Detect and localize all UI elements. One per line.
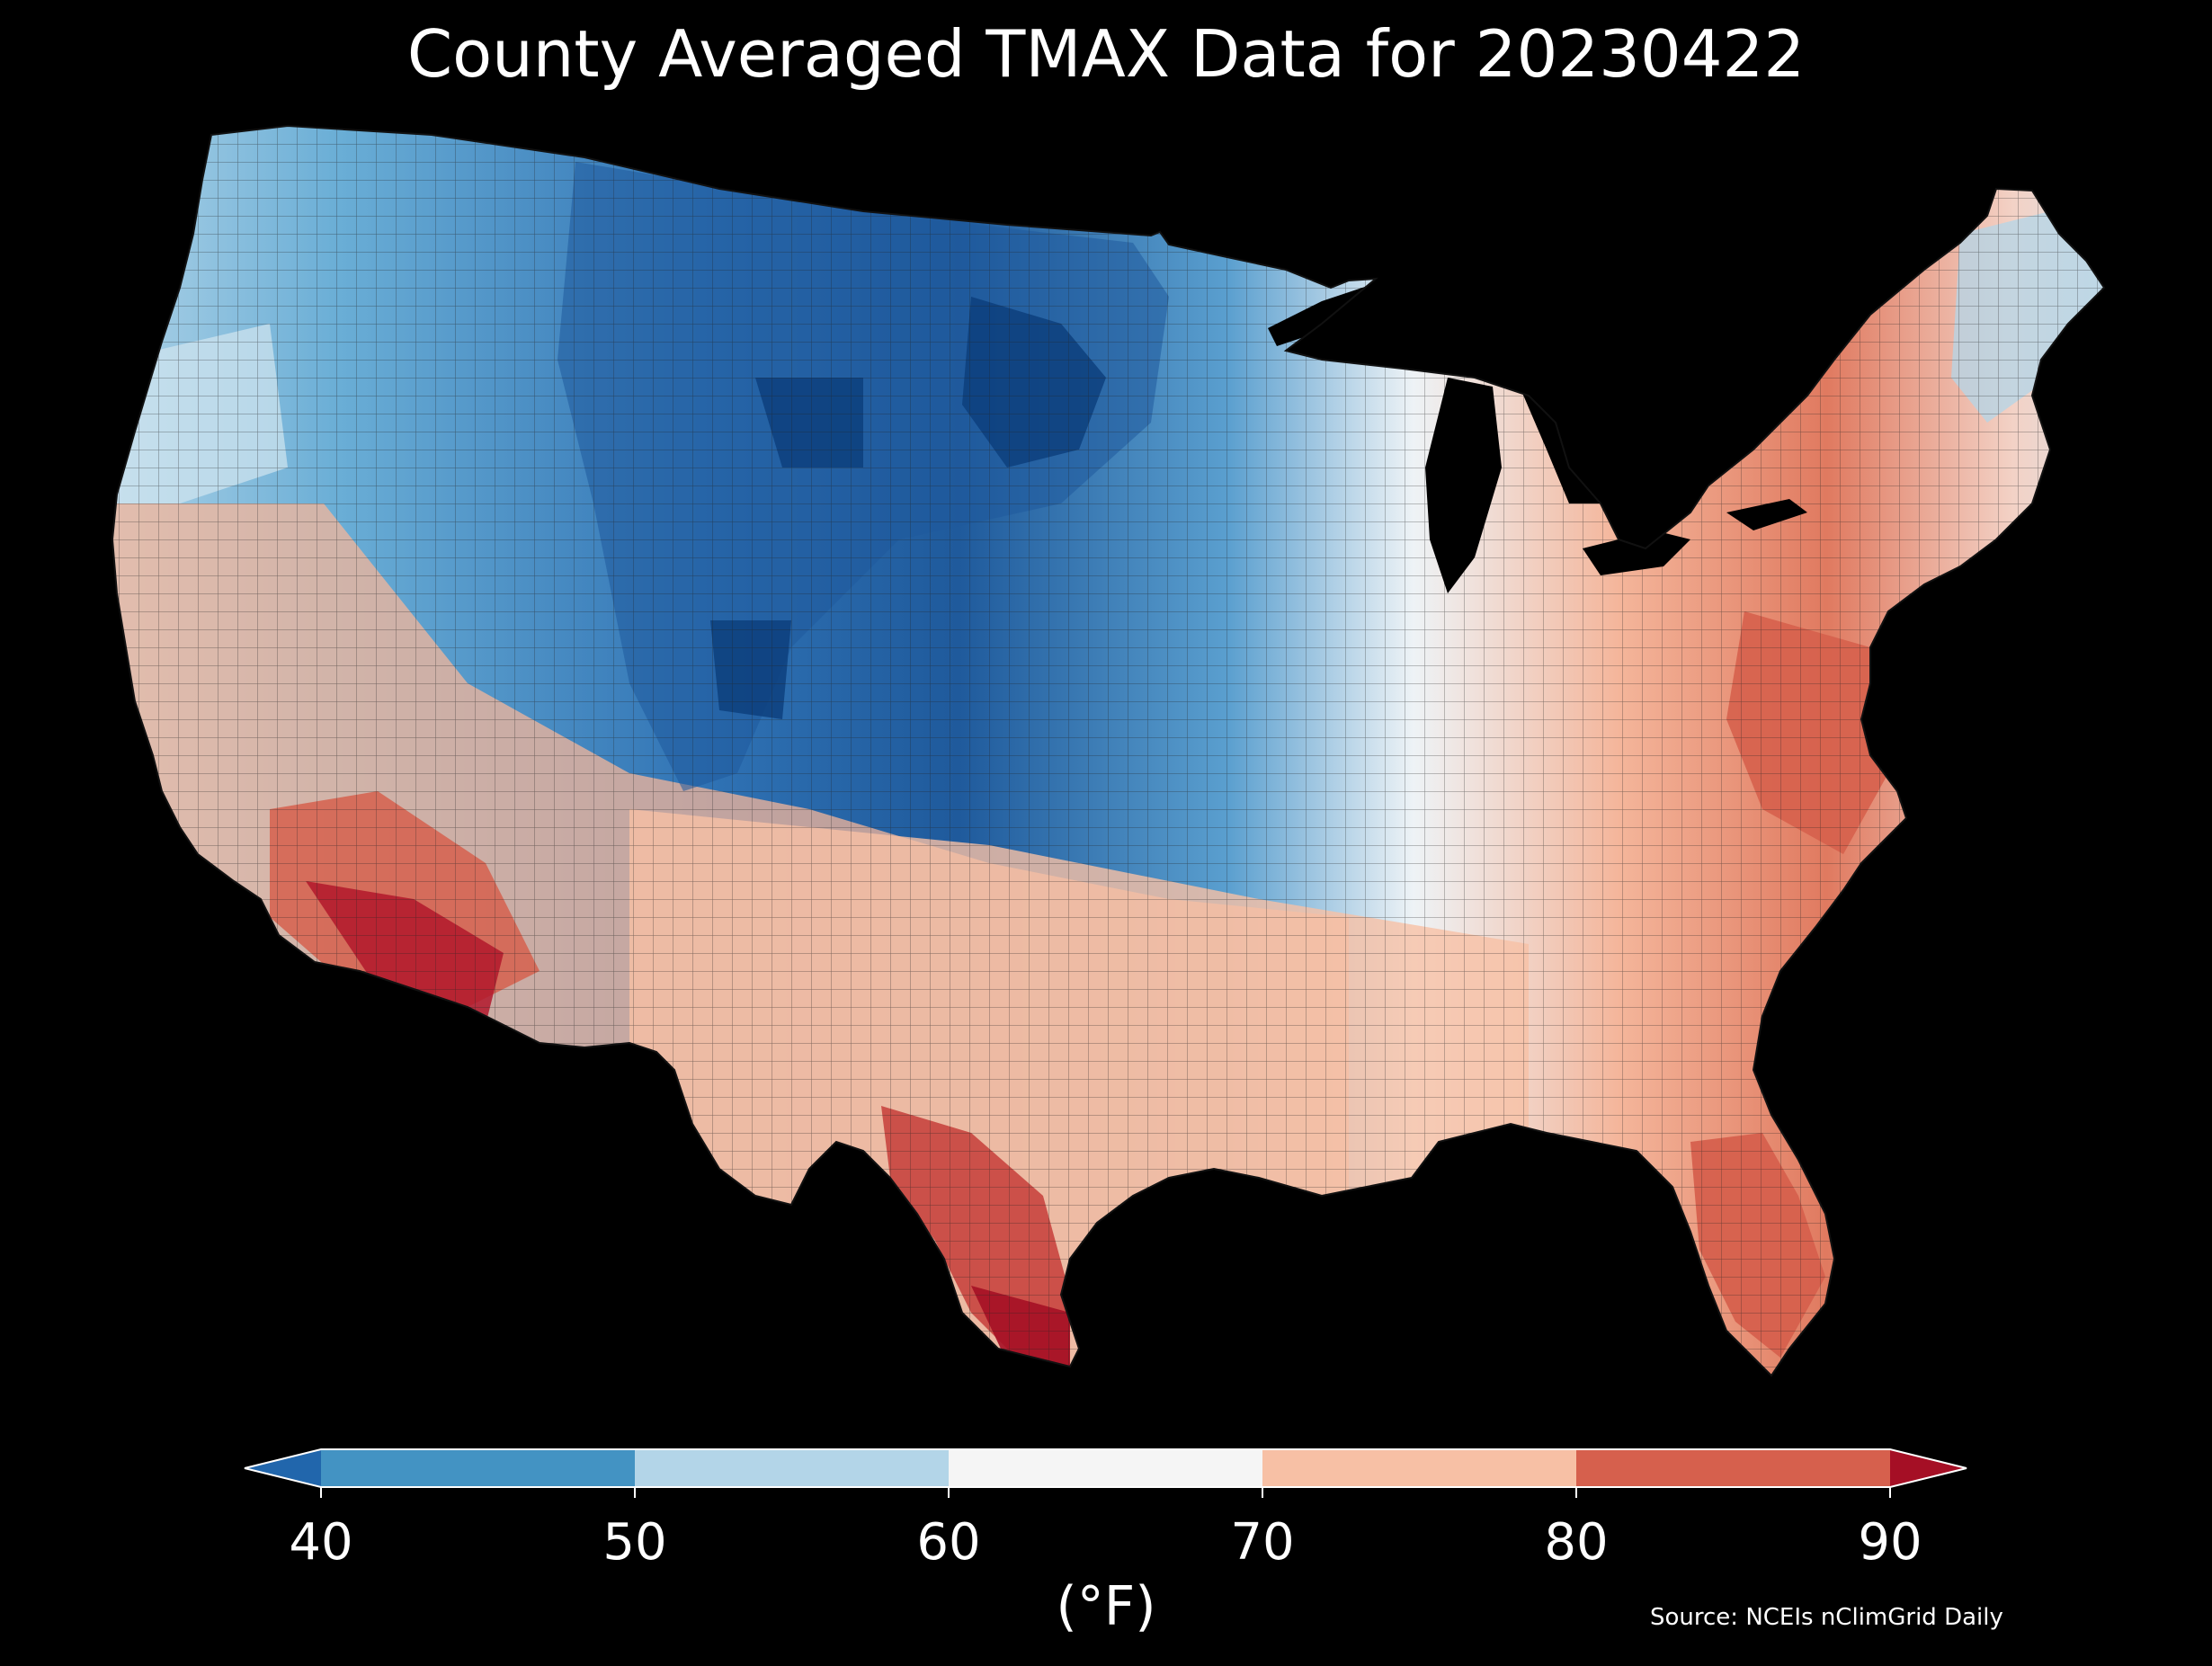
colorbar-bin [949, 1449, 1263, 1487]
temperature-field [112, 126, 2104, 1376]
colorbar-extend-low [245, 1449, 321, 1487]
colorbar-bin [635, 1449, 950, 1487]
colorbar-bin [321, 1449, 636, 1487]
great-lakes [1268, 283, 1807, 593]
colorbar-tick-label: 60 [916, 1513, 980, 1572]
colorbar-tick-label: 70 [1230, 1513, 1294, 1572]
colorbar-extend-high [1890, 1449, 1967, 1487]
colorbar-bin [1262, 1449, 1577, 1487]
colorbar-tick-label: 80 [1544, 1513, 1608, 1572]
source-note: Source: NCEIs nClimGrid Daily [1650, 1604, 2003, 1631]
map-title: County Averaged TMAX Data for 20230422 [406, 16, 1806, 92]
colorbar-tick-label: 90 [1858, 1513, 1922, 1572]
colorbar-unit-label: (°F) [1056, 1575, 1156, 1638]
colorbar: 40 50 60 70 80 90 [244, 1448, 1967, 1572]
us-outline [111, 124, 2106, 1377]
colorbar-bin [1576, 1449, 1891, 1487]
colorbar-tick-label: 50 [602, 1513, 666, 1572]
colorbar-tick-label: 40 [289, 1513, 352, 1572]
